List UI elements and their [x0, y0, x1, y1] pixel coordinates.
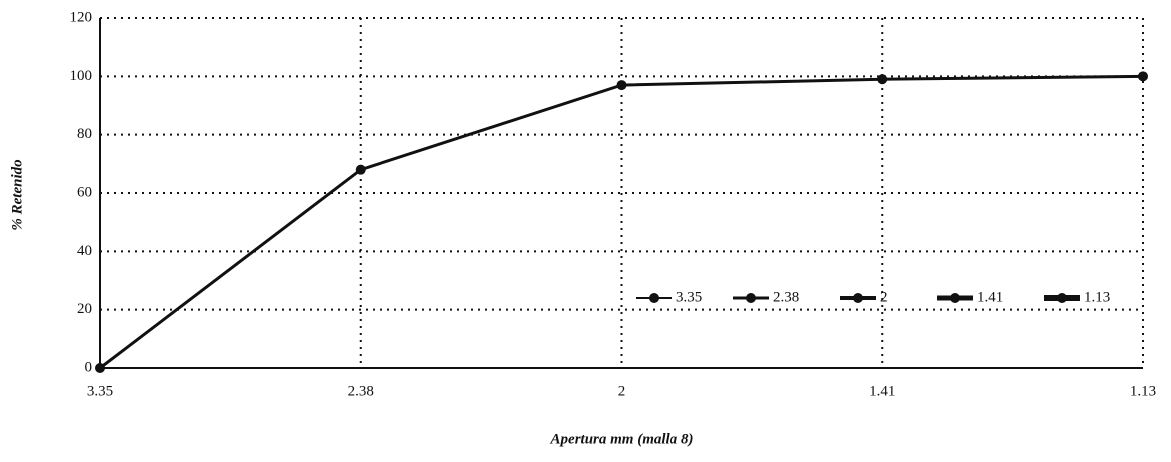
- data-point: [877, 74, 888, 85]
- data-point: [95, 363, 105, 373]
- legend-marker: [649, 293, 659, 303]
- legend-marker: [1057, 293, 1067, 303]
- y-tick-label: 80: [77, 126, 92, 142]
- legend-marker: [853, 293, 863, 303]
- y-tick-label: 120: [70, 9, 93, 25]
- legend-label: 1.41: [977, 289, 1003, 305]
- data-point: [355, 164, 366, 175]
- legend-label: 1.13: [1084, 289, 1110, 305]
- x-axis-label: Apertura mm (malla 8): [550, 431, 694, 447]
- y-tick-label: 100: [70, 68, 93, 84]
- x-tick-label: 2.38: [348, 383, 374, 399]
- y-axis-label: % Retenido: [9, 159, 25, 230]
- y-tick-label: 40: [77, 243, 92, 259]
- legend-marker: [950, 293, 960, 303]
- data-point: [1138, 71, 1148, 82]
- legend-label: 2.38: [773, 289, 799, 305]
- x-tick-label: 2: [618, 383, 626, 399]
- y-tick-label: 60: [77, 184, 92, 200]
- x-tick-label: 3.35: [87, 383, 113, 399]
- data-point: [616, 80, 627, 91]
- x-tick-label: 1.41: [869, 383, 895, 399]
- x-tick-label: 1.13: [1130, 383, 1156, 399]
- legend-label: 2: [880, 289, 888, 305]
- legend-marker: [746, 293, 756, 303]
- y-tick-label: 0: [85, 359, 93, 375]
- y-tick-label: 20: [77, 301, 92, 317]
- legend-label: 3.35: [676, 289, 702, 305]
